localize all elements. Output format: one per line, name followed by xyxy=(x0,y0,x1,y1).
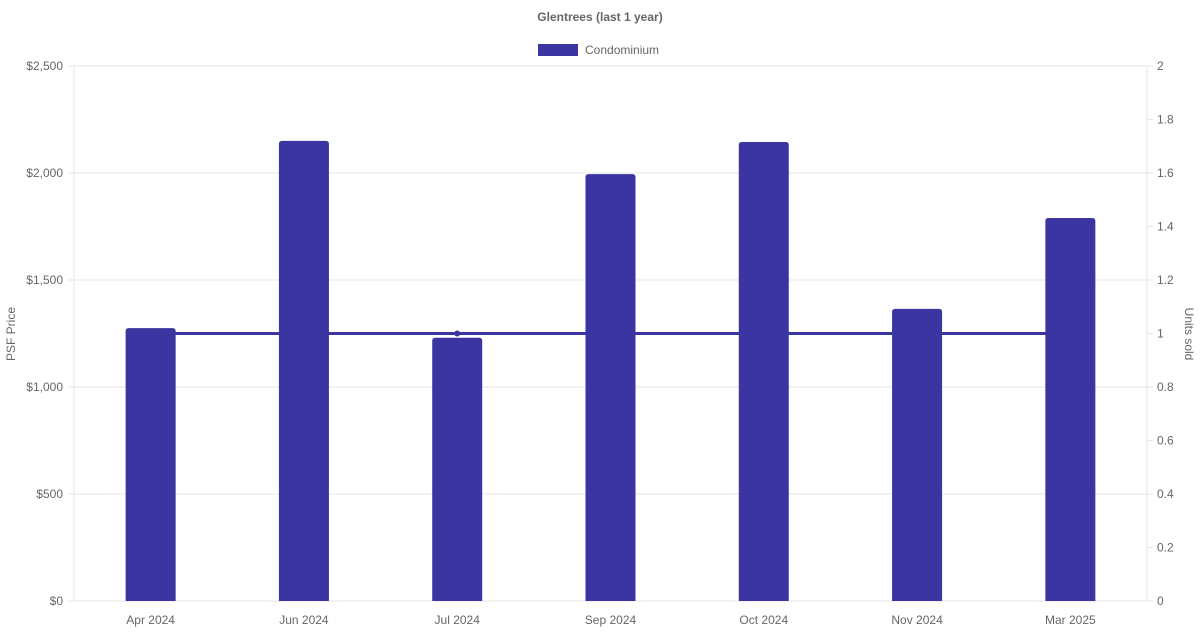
y-right-tick-label: 1.4 xyxy=(1157,220,1174,234)
bar-mar-2025 xyxy=(1045,217,1096,601)
y-right-tick-label: 1.2 xyxy=(1157,273,1174,287)
x-tick-label-apr-2024: Apr 2024 xyxy=(126,613,175,627)
bars xyxy=(125,140,1096,601)
y-left-tick-label: $1,000 xyxy=(26,380,63,394)
legend-label-condominium: Condominium xyxy=(585,43,659,57)
bar-jun-2024 xyxy=(278,140,329,601)
y-right-tick-labels: 0 0.2 0.4 0.6 0.8 1 1.2 1.4 1.6 1.8 2 xyxy=(1157,59,1174,608)
y-left-tick-label: $500 xyxy=(36,487,63,501)
y-left-axis-label: PSF Price xyxy=(4,307,18,361)
y-right-tick-label: 1 xyxy=(1157,327,1164,341)
units-sold-point-nov-2024 xyxy=(914,330,921,337)
y-right-tick-label: 0.4 xyxy=(1157,487,1174,501)
y-right-tick-label: 1.6 xyxy=(1157,166,1174,180)
bar-nov-2024 xyxy=(892,308,943,601)
y-left-tick-label: $2,000 xyxy=(26,166,63,180)
units-sold-point-sep-2024 xyxy=(607,330,614,337)
bar-apr-2024 xyxy=(125,328,176,601)
x-tick-labels: Apr 2024 Jun 2024 Jul 2024 Sep 2024 Oct 2024… xyxy=(126,613,1096,627)
y-right-tick-label: 0.2 xyxy=(1157,541,1174,555)
units-sold-point-oct-2024 xyxy=(760,330,767,337)
units-sold-point-jul-2024 xyxy=(454,330,461,337)
y-right-tick-label: 0.6 xyxy=(1157,434,1174,448)
y-right-tick-label: 2 xyxy=(1157,59,1164,73)
x-tick-label-jul-2024: Jul 2024 xyxy=(435,613,481,627)
x-tick-label-jun-2024: Jun 2024 xyxy=(279,613,329,627)
legend-swatch-condominium xyxy=(538,44,578,56)
y-right-tick-label: 0.8 xyxy=(1157,380,1174,394)
x-tick-label-mar-2025: Mar 2025 xyxy=(1045,613,1096,627)
units-sold-point-apr-2024 xyxy=(147,330,154,337)
x-tick-label-sep-2024: Sep 2024 xyxy=(585,613,637,627)
bar-jul-2024 xyxy=(432,337,483,601)
y-left-tick-label: $2,500 xyxy=(26,59,63,73)
y-left-tick-labels: $0 $500 $1,000 $1,500 $2,000 $2,500 xyxy=(26,59,63,608)
y-right-tick-label: 1.8 xyxy=(1157,113,1174,127)
x-tick-label-nov-2024: Nov 2024 xyxy=(891,613,943,627)
bar-oct-2024 xyxy=(738,141,789,601)
y-left-tick-label: $0 xyxy=(50,594,64,608)
units-sold-line xyxy=(147,330,1074,337)
x-tick-label-oct-2024: Oct 2024 xyxy=(739,613,788,627)
legend[interactable]: Condominium xyxy=(538,43,659,57)
units-sold-point-jun-2024 xyxy=(300,330,307,337)
y-left-tick-label: $1,500 xyxy=(26,273,63,287)
y-right-axis-label: Units sold xyxy=(1182,308,1196,361)
bar-sep-2024 xyxy=(585,174,636,601)
chart-title: Glentrees (last 1 year) xyxy=(537,10,662,24)
y-right-tick-label: 0 xyxy=(1157,594,1164,608)
units-sold-point-mar-2025 xyxy=(1067,330,1074,337)
